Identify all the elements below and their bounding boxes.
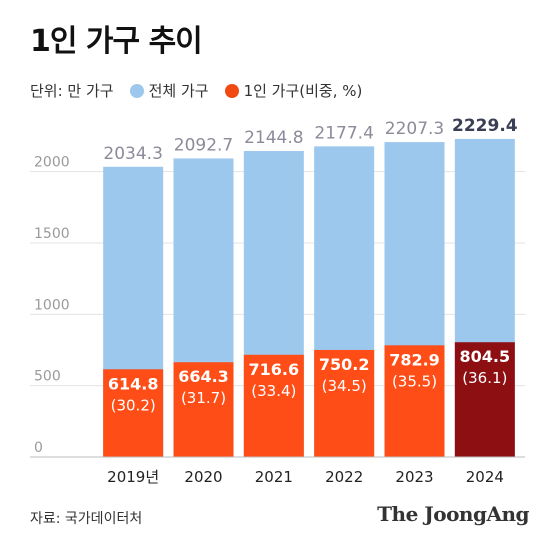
single-value-label-0: 614.8 (108, 374, 159, 393)
bar-single-3 (314, 349, 375, 457)
y-tick-label-1500: 1500 (34, 226, 70, 242)
bar-single-1 (173, 362, 234, 457)
single-value-label-5: 804.5 (460, 347, 511, 366)
single-value-label-4: 782.9 (389, 350, 440, 369)
bar-single-2 (243, 354, 304, 457)
legend-label-single: 1인 가구(비중, %) (243, 82, 363, 100)
y-tick-label-1000: 1000 (34, 297, 70, 313)
legend-label-total: 전체 가구 (148, 82, 209, 100)
bar-single-4 (384, 345, 445, 457)
source-note: 자료: 국가데이터처 (30, 511, 143, 527)
brand-logo: The JoongAng (377, 502, 529, 526)
single-value-label-1: 664.3 (178, 367, 229, 386)
total-value-label-1: 2092.7 (174, 135, 233, 155)
share-label-0: (30.2) (111, 396, 156, 414)
legend-item-single: 1인 가구(비중, %) (224, 80, 363, 101)
x-tick-label-3: 2022 (325, 468, 363, 486)
chart-title: 1인 가구 추이 (30, 24, 203, 59)
share-label-4: (35.5) (392, 372, 437, 390)
y-tick-label-500: 500 (34, 369, 61, 385)
share-label-2: (33.4) (251, 382, 296, 400)
share-label-3: (34.5) (322, 377, 367, 395)
share-label-5: (36.1) (462, 369, 507, 387)
bar-single-0 (103, 369, 164, 457)
single-value-label-3: 750.2 (319, 355, 370, 374)
single-value-label-2: 716.6 (249, 360, 300, 379)
x-tick-label-4: 2023 (395, 468, 433, 486)
total-value-label-5: 2229.4 (452, 116, 518, 136)
total-value-label-3: 2177.4 (314, 123, 373, 143)
share-label-1: (31.7) (181, 389, 226, 407)
x-tick-label-2: 2021 (255, 468, 293, 486)
y-tick-label-0: 0 (34, 440, 43, 456)
bar-single-5 (454, 342, 515, 457)
x-tick-label-5: 2024 (466, 468, 504, 486)
legend-dot-single (224, 83, 239, 98)
legend: 단위: 만 가구 전체 가구 1인 가구(비중, %) (30, 80, 362, 101)
total-value-label-2: 2144.8 (244, 128, 303, 148)
unit-label: 단위: 만 가구 (30, 82, 114, 100)
total-value-label-4: 2207.3 (385, 119, 444, 139)
y-tick-label-2000: 2000 (34, 155, 70, 171)
legend-dot-total (129, 83, 144, 98)
x-tick-label-0: 2019년 (107, 468, 159, 486)
total-value-label-0: 2034.3 (103, 144, 162, 164)
x-tick-label-1: 2020 (184, 468, 222, 486)
legend-item-total: 전체 가구 (129, 80, 209, 101)
